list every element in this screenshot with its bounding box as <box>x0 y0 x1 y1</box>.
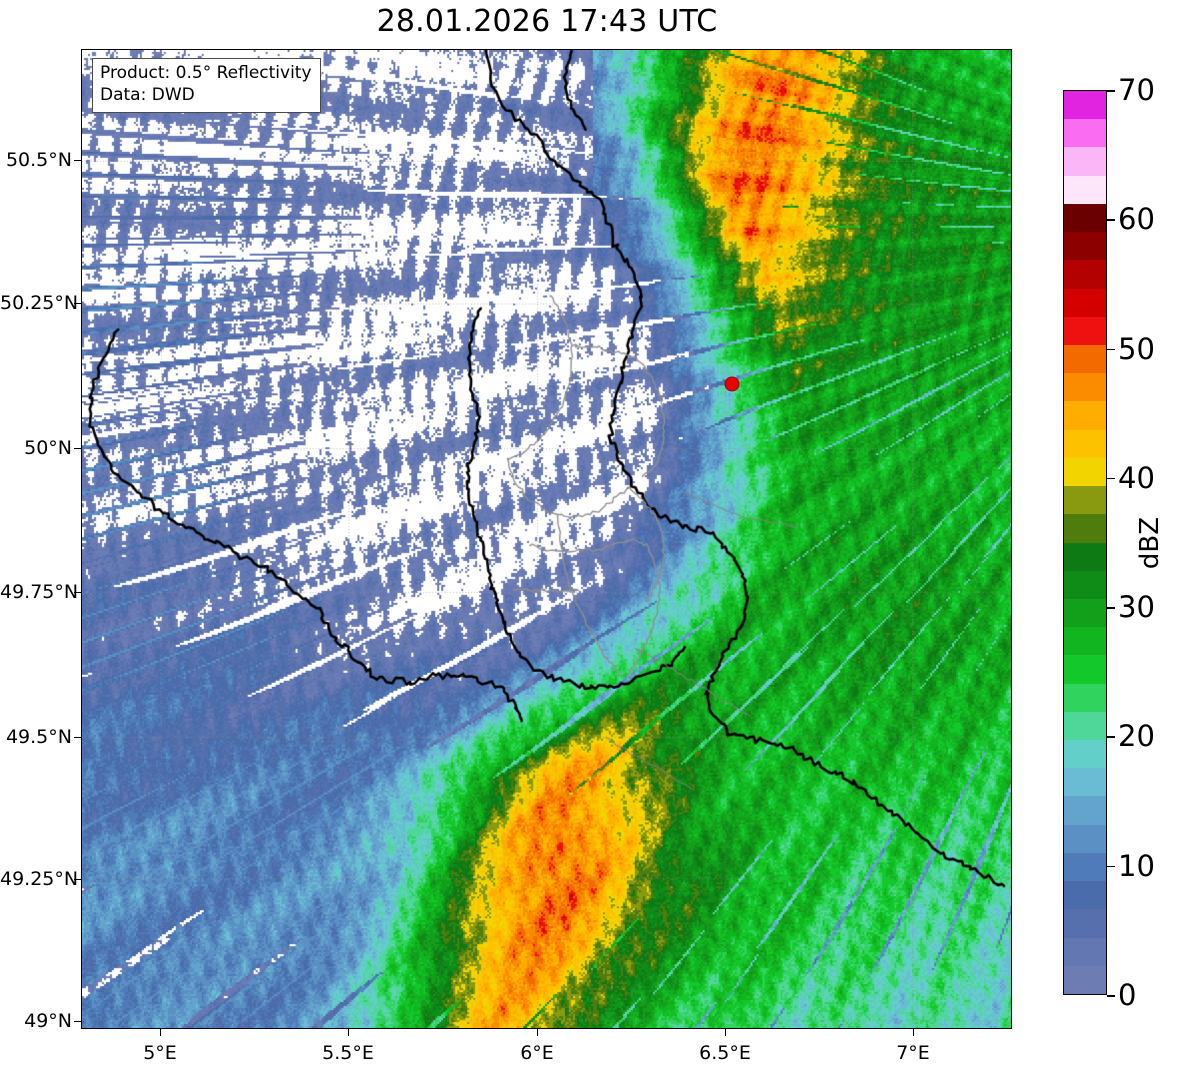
colorbar-band <box>1064 514 1106 543</box>
colorbar-band <box>1064 655 1106 684</box>
colorbar-tick-label: 60 <box>1118 202 1155 237</box>
colorbar-tick-label: 0 <box>1118 978 1137 1012</box>
radar-plot[interactable] <box>81 49 1012 1029</box>
data-source-line: Data: DWD <box>100 84 195 105</box>
country-border-overlay <box>82 50 1011 1028</box>
x-axis-tick-mark <box>725 1029 726 1036</box>
reflectivity-colorbar <box>1063 90 1107 995</box>
y-axis-tick-mark <box>74 303 81 304</box>
x-axis-tick-mark <box>348 1029 349 1036</box>
colorbar-band <box>1064 175 1106 204</box>
y-axis-tick-mark <box>74 1021 81 1022</box>
y-axis-tick-mark <box>74 879 81 880</box>
y-axis-tick-label: 49°N <box>24 1010 72 1032</box>
colorbar-band <box>1064 627 1106 656</box>
colorbar-band <box>1064 316 1106 345</box>
colorbar-band <box>1064 147 1106 176</box>
x-axis-tick-mark <box>160 1029 161 1036</box>
colorbar-band <box>1064 232 1106 261</box>
colorbar-band <box>1064 965 1106 994</box>
y-axis-tick-mark <box>74 737 81 738</box>
colorbar-band <box>1064 824 1106 853</box>
colorbar-band <box>1064 909 1106 938</box>
y-axis-tick-mark <box>74 448 81 449</box>
colorbar-tick-mark <box>1107 865 1115 868</box>
x-axis-tick-label: 5°E <box>143 1042 177 1064</box>
y-axis-tick-label: 49.5°N <box>5 726 72 748</box>
colorbar-band <box>1064 768 1106 797</box>
x-axis-tick-mark <box>537 1029 538 1036</box>
radar-site-marker <box>724 376 740 392</box>
colorbar-band <box>1064 852 1106 882</box>
colorbar-band <box>1064 457 1106 487</box>
colorbar-band <box>1064 683 1106 712</box>
colorbar-band <box>1064 881 1106 910</box>
colorbar-band <box>1064 344 1106 374</box>
colorbar-tick-label: 20 <box>1118 719 1155 754</box>
colorbar-tick-label: 40 <box>1118 460 1155 495</box>
x-axis-tick-mark <box>913 1029 914 1036</box>
y-axis-tick-label: 49.25°N <box>0 868 79 890</box>
x-axis-tick-label: 7°E <box>896 1042 930 1064</box>
colorbar-band <box>1064 598 1106 628</box>
colorbar-tick-label: 30 <box>1118 590 1155 625</box>
colorbar-band <box>1064 486 1106 515</box>
colorbar-tick-mark <box>1107 348 1115 351</box>
colorbar-tick-label: 50 <box>1118 331 1155 366</box>
colorbar-tick-mark <box>1107 90 1115 92</box>
colorbar-tick-mark <box>1107 736 1115 739</box>
colorbar-tick-mark <box>1107 607 1115 609</box>
colorbar-band <box>1064 711 1106 741</box>
colorbar-band <box>1064 937 1106 966</box>
y-axis-tick-label: 49.75°N <box>0 581 79 603</box>
colorbar-tick-mark <box>1107 477 1115 480</box>
page-title: 28.01.2026 17:43 UTC <box>376 4 718 39</box>
colorbar-tick-label: 70 <box>1118 73 1155 107</box>
colorbar-band <box>1064 260 1106 289</box>
colorbar-tick-label: 10 <box>1118 848 1155 883</box>
colorbar-band <box>1064 288 1106 317</box>
colorbar-band <box>1064 796 1106 825</box>
colorbar-tick-mark <box>1107 995 1115 997</box>
colorbar-band <box>1064 91 1106 120</box>
colorbar-band <box>1064 740 1106 769</box>
y-axis-tick-mark <box>74 160 81 161</box>
product-line: Product: 0.5° Reflectivity <box>100 63 312 83</box>
product-info-box: Product: 0.5° Reflectivity Data: DWD <box>92 58 321 113</box>
x-axis-tick-label: 6°E <box>520 1042 554 1064</box>
y-axis-tick-label: 50.25°N <box>0 292 79 314</box>
colorbar-band <box>1064 401 1106 430</box>
colorbar-band <box>1064 429 1106 458</box>
y-axis-tick-label: 50.5°N <box>5 149 72 171</box>
colorbar-band <box>1064 203 1106 233</box>
y-axis-tick-label: 50°N <box>24 437 72 459</box>
colorbar-band <box>1064 542 1106 571</box>
colorbar-band <box>1064 373 1106 402</box>
x-axis-tick-label: 5.5°E <box>322 1042 374 1064</box>
x-axis-tick-label: 6.5°E <box>699 1042 751 1064</box>
colorbar-tick-mark <box>1107 219 1115 221</box>
colorbar-band <box>1064 119 1106 148</box>
y-axis-tick-mark <box>74 592 81 593</box>
colorbar-band <box>1064 570 1106 599</box>
colorbar-axis-label: dBZ <box>1135 516 1165 570</box>
